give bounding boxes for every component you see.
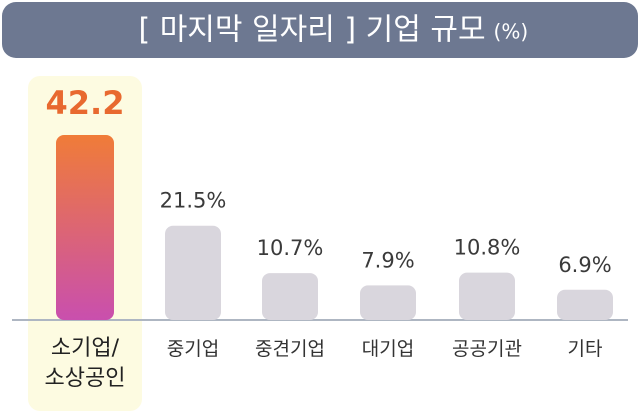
value-label: 42.2 <box>46 84 125 122</box>
bar <box>56 135 114 320</box>
x-tick-label: 중견기업 <box>255 338 325 360</box>
chart-title: [ 마지막 일자리 ] 기업 규모 <box>138 13 485 48</box>
x-tick-label: 기타 <box>567 338 603 360</box>
bar <box>557 289 613 320</box>
bar <box>459 272 515 320</box>
x-tick-label: 중기업 <box>166 338 220 360</box>
value-label: 6.9% <box>558 253 611 277</box>
x-tick-label: 공공기관 <box>452 338 522 360</box>
x-tick-label: 대기업 <box>361 338 415 360</box>
bar <box>165 225 221 320</box>
value-label: 10.7% <box>257 236 324 260</box>
value-label: 10.8% <box>454 236 521 260</box>
title-bar <box>2 2 638 58</box>
bar <box>262 273 318 320</box>
bar <box>360 285 416 320</box>
value-label: 7.9% <box>361 248 414 272</box>
value-label: 21.5% <box>160 189 227 213</box>
x-tick-label: 소기업/ 소상공인 <box>44 336 126 391</box>
unit-label: (%) <box>494 20 529 44</box>
